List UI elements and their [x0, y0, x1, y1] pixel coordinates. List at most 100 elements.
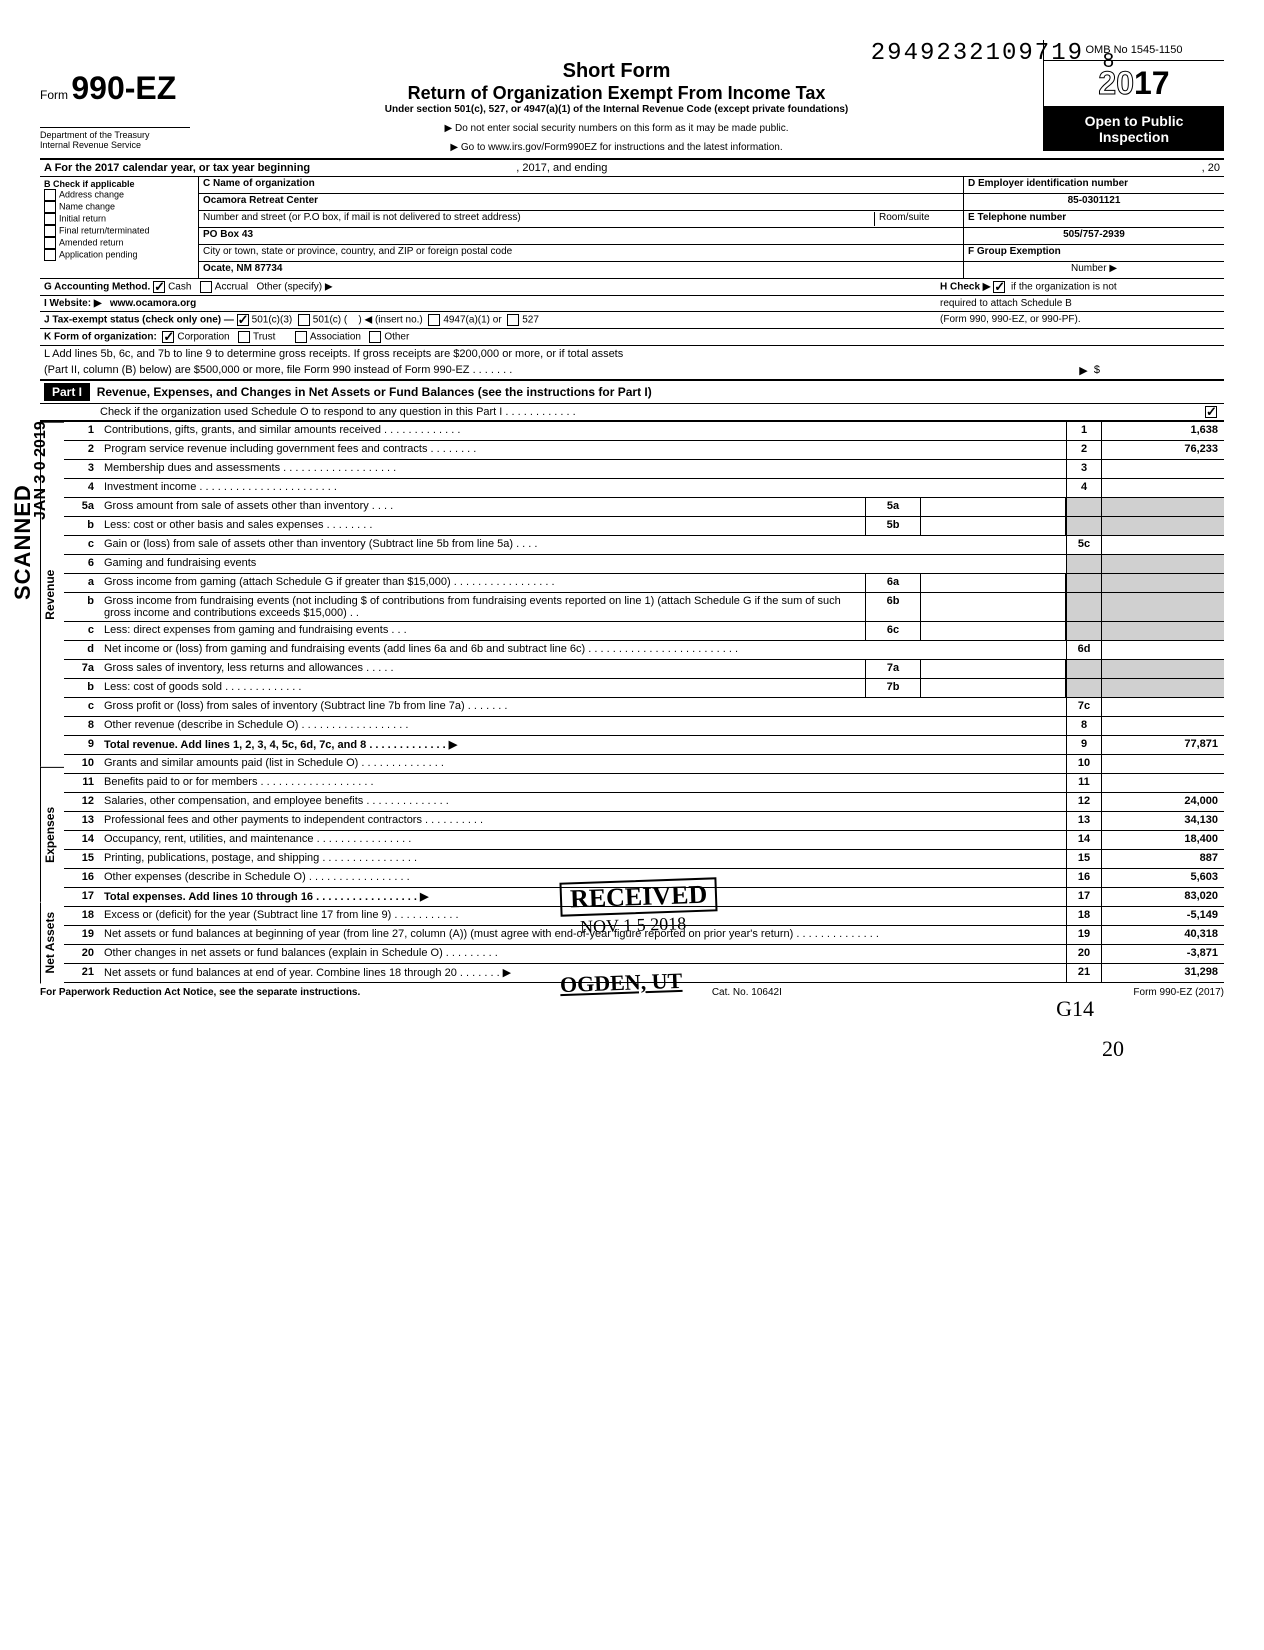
line-number: 10 — [64, 755, 100, 773]
sub-box-label: 6c — [865, 622, 921, 640]
amt-value: 887 — [1101, 850, 1224, 868]
amt-number: 8 — [1066, 717, 1101, 735]
lines-body: 1Contributions, gifts, grants, and simil… — [64, 422, 1224, 983]
line-desc: Net assets or fund balances at beginning… — [100, 926, 1066, 944]
dept-treasury: Department of the Treasury — [40, 130, 190, 140]
c-label: C Name of organization — [203, 178, 315, 189]
checkbox[interactable] — [44, 237, 56, 249]
amt-number: 6d — [1066, 641, 1101, 659]
footer-right: Form 990-EZ (2017) — [1133, 987, 1224, 998]
i-label: I Website: ▶ — [44, 298, 102, 309]
amt-value: 18,400 — [1101, 831, 1224, 849]
line-number: 5a — [64, 498, 100, 516]
amt-shaded-val — [1101, 622, 1224, 640]
checkbox[interactable] — [44, 225, 56, 237]
line-desc: Salaries, other compensation, and employ… — [100, 793, 1066, 811]
line-number: 3 — [64, 460, 100, 478]
tax-year: 2017 — [1044, 61, 1224, 107]
amt-number: 15 — [1066, 850, 1101, 868]
line-row: 4Investment income . . . . . . . . . . .… — [64, 479, 1224, 498]
line-desc: Gross amount from sale of assets other t… — [100, 498, 865, 516]
chk-schedule-o[interactable] — [1205, 406, 1217, 418]
dept-irs: Internal Revenue Service — [40, 140, 190, 150]
row-a-end: , 20 — [1040, 162, 1220, 174]
addr-label: Number and street (or P.O box, if mail i… — [203, 212, 874, 226]
amt-shaded — [1066, 660, 1101, 678]
line-number: 11 — [64, 774, 100, 792]
chk-corp[interactable] — [162, 331, 174, 343]
amt-value: 34,130 — [1101, 812, 1224, 830]
line-number: 16 — [64, 869, 100, 887]
amt-shaded-val — [1101, 555, 1224, 573]
note-ssn: ▶ Do not enter social security numbers o… — [200, 123, 1033, 134]
chk-501c3[interactable] — [237, 314, 249, 326]
line-number: 2 — [64, 441, 100, 459]
amt-number: 3 — [1066, 460, 1101, 478]
chk-4947[interactable] — [428, 314, 440, 326]
form-prefix: Form — [40, 88, 68, 102]
line-number: 7a — [64, 660, 100, 678]
line-row: 10Grants and similar amounts paid (list … — [64, 755, 1224, 774]
amt-number: 18 — [1066, 907, 1101, 925]
sub-box-value — [921, 517, 1066, 535]
h-line3: (Form 990, 990-EZ, or 990-PF). — [940, 314, 1220, 326]
amt-shaded-val — [1101, 660, 1224, 678]
checkbox[interactable] — [44, 189, 56, 201]
line-desc: Excess or (deficit) for the year (Subtra… — [100, 907, 1066, 925]
line-row: 15Printing, publications, postage, and s… — [64, 850, 1224, 869]
chk-501c[interactable] — [298, 314, 310, 326]
row-a-mid: , 2017, and ending — [516, 162, 607, 174]
amt-value: 40,318 — [1101, 926, 1224, 944]
sub-box-value — [921, 593, 1066, 621]
amt-shaded — [1066, 555, 1101, 573]
chk-trust[interactable] — [238, 331, 250, 343]
line-desc: Less: direct expenses from gaming and fu… — [100, 622, 865, 640]
line-desc: Less: cost of goods sold . . . . . . . .… — [100, 679, 865, 697]
line-number: 17 — [64, 888, 100, 906]
line-number: b — [64, 517, 100, 535]
sub-box-value — [921, 679, 1066, 697]
chk-other-org[interactable] — [369, 331, 381, 343]
line-row: bLess: cost of goods sold . . . . . . . … — [64, 679, 1224, 698]
chk-sched-b[interactable] — [993, 281, 1005, 293]
sub-box-value — [921, 622, 1066, 640]
amt-number: 17 — [1066, 888, 1101, 906]
f-label: F Group Exemption — [968, 246, 1061, 257]
chk-accrual[interactable] — [200, 281, 212, 293]
line-row: 2Program service revenue including gover… — [64, 441, 1224, 460]
line-row: 20Other changes in net assets or fund ba… — [64, 945, 1224, 964]
checkbox[interactable] — [44, 201, 56, 213]
row-k: K Form of organization: Corporation Trus… — [40, 329, 1224, 346]
sub-box-label: 5b — [865, 517, 921, 535]
line-row: 8Other revenue (describe in Schedule O) … — [64, 717, 1224, 736]
line-desc: Membership dues and assessments . . . . … — [100, 460, 1066, 478]
chk-assoc[interactable] — [295, 331, 307, 343]
checkbox[interactable] — [44, 213, 56, 225]
line-desc: Other changes in net assets or fund bala… — [100, 945, 1066, 963]
check-item: Final return/terminated — [44, 225, 194, 237]
handwritten-2: 20 — [1102, 1036, 1124, 1062]
line-number: 12 — [64, 793, 100, 811]
check-item: Name change — [44, 201, 194, 213]
line-desc: Gross profit or (loss) from sales of inv… — [100, 698, 1066, 716]
amt-value: 76,233 — [1101, 441, 1224, 459]
part1-title: Revenue, Expenses, and Changes in Net As… — [97, 385, 652, 399]
sub-box-label: 7a — [865, 660, 921, 678]
h-line2: required to attach Schedule B — [940, 298, 1220, 309]
chk-527[interactable] — [507, 314, 519, 326]
checkbox[interactable] — [44, 249, 56, 261]
k-label: K Form of organization: — [44, 332, 157, 343]
amt-value — [1101, 536, 1224, 554]
amt-value: 24,000 — [1101, 793, 1224, 811]
line-row: 6Gaming and fundraising events — [64, 555, 1224, 574]
title-sub: Under section 501(c), 527, or 4947(a)(1)… — [200, 104, 1033, 115]
form-number: 990-EZ — [71, 70, 176, 106]
handwritten-1: G14 — [1056, 996, 1094, 1022]
amt-number: 21 — [1066, 964, 1101, 982]
line-desc: Benefits paid to or for members . . . . … — [100, 774, 1066, 792]
line-row: 5aGross amount from sale of assets other… — [64, 498, 1224, 517]
line-number: 6 — [64, 555, 100, 573]
line-number: b — [64, 679, 100, 697]
line-desc: Gross sales of inventory, less returns a… — [100, 660, 865, 678]
chk-cash[interactable] — [153, 281, 165, 293]
